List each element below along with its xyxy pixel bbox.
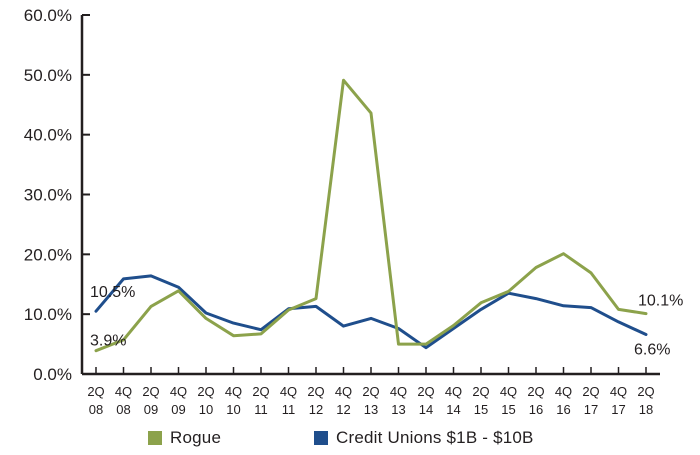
x-tick-label: 4Q 16 (555, 384, 572, 417)
x-tick-label: 2Q 11 (252, 384, 269, 417)
x-tick-label: 2Q 12 (307, 384, 324, 417)
series-line-credit-unions (94, 274, 648, 350)
y-tick-label: 30.0% (24, 186, 72, 205)
x-tick-label: 4Q 11 (280, 384, 297, 417)
legend-swatch-credit-unions (314, 431, 328, 445)
x-tick-label: 2Q 13 (362, 384, 379, 417)
legend-label-rogue: Rogue (170, 428, 222, 447)
x-tick-label: 4Q 08 (115, 384, 132, 417)
x-tick-label: 2Q 16 (527, 384, 544, 417)
legend: Rogue Credit Unions $1B - $10B (0, 428, 700, 452)
legend-swatch-rogue (148, 431, 162, 445)
x-tick-label: 2Q 18 (637, 384, 654, 417)
x-tick-label: 4Q 17 (610, 384, 627, 417)
data-label: 6.6% (634, 342, 670, 359)
x-tick-label: 4Q 15 (500, 384, 517, 417)
x-tick-label: 4Q 14 (445, 384, 462, 417)
x-tick-label: 2Q 15 (472, 384, 489, 417)
x-tick-label: 4Q 12 (335, 384, 352, 417)
series-lines (94, 78, 648, 353)
legend-item-rogue: Rogue (148, 428, 221, 448)
x-tick-label: 4Q 13 (390, 384, 407, 417)
x-tick-label: 4Q 10 (225, 384, 242, 417)
y-tick-label: 50.0% (24, 66, 72, 85)
x-tick-label: 2Q 14 (417, 384, 434, 417)
data-label: 10.1% (638, 293, 683, 310)
data-label: 3.9% (90, 333, 126, 350)
y-tick-label: 10.0% (24, 305, 72, 324)
legend-label-credit-unions: Credit Unions $1B - $10B (336, 428, 534, 447)
x-tick-label: 2Q 17 (582, 384, 599, 417)
x-tick-label: 2Q 08 (87, 384, 104, 417)
series-line-rogue (94, 78, 648, 353)
x-tick-label: 2Q 10 (197, 384, 214, 417)
y-tick-label: 40.0% (24, 126, 72, 145)
y-axis: 0.0% 10.0% 20.0% 30.0% 40.0% 50.0% 60.0% (24, 6, 90, 384)
y-tick-label: 0.0% (33, 365, 72, 384)
y-tick-label: 20.0% (24, 245, 72, 264)
x-tick-label: 4Q 09 (170, 384, 187, 417)
data-labels: 3.9% 10.5% 10.1% 6.6% (90, 284, 683, 358)
x-axis: 2Q 08 4Q 08 2Q 09 4Q 09 2Q 10 4Q 10 2Q 11 4Q 11 2Q 12 4Q 12… (82, 367, 660, 417)
x-tick-label: 2Q 09 (142, 384, 159, 417)
legend-item-credit-unions: Credit Unions $1B - $10B (314, 428, 534, 448)
data-label: 10.5% (90, 284, 135, 301)
y-tick-label: 60.0% (24, 6, 72, 25)
